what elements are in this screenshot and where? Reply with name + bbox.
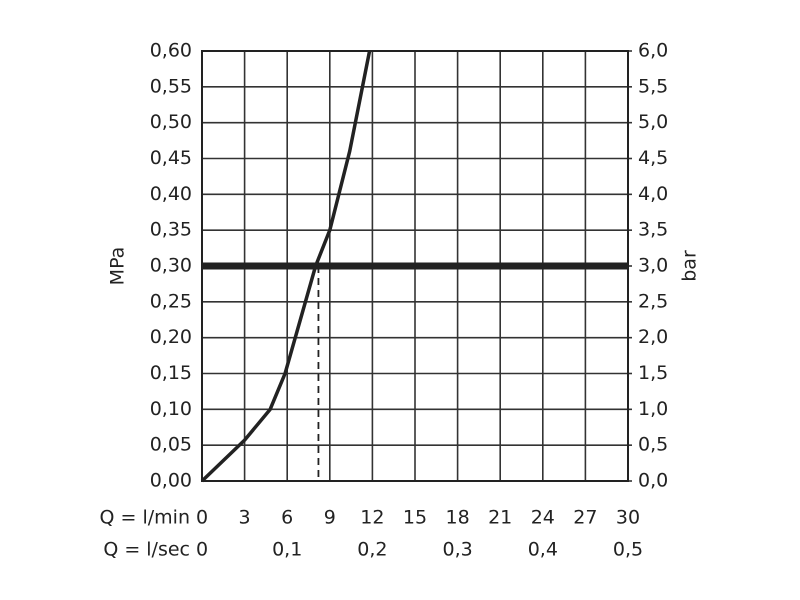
x-tick-label: 3 — [239, 507, 251, 529]
y2-tick-label: 4,5 — [638, 147, 668, 169]
x-tick-label: 24 — [531, 507, 555, 529]
x2-tick-label: 0,2 — [357, 539, 387, 561]
x-tick-label: 18 — [446, 507, 470, 529]
y-tick-label: 0,55 — [150, 75, 192, 97]
x2-tick-label: 0,1 — [272, 539, 302, 561]
y2-tick-label: 5,5 — [638, 75, 668, 97]
x-tick-label: 15 — [403, 507, 427, 529]
y2-axis-label: bar — [679, 250, 701, 282]
x-tick-label: 12 — [360, 507, 384, 529]
y-tick-label: 0,40 — [150, 183, 192, 205]
y-tick-label: 0,15 — [150, 362, 192, 384]
y2-tick-label: 6,0 — [638, 40, 668, 62]
x2-tick-label: 0 — [196, 539, 208, 561]
y-axis-label: MPa — [107, 247, 129, 286]
x-tick-label: 9 — [324, 507, 336, 529]
y2-tick-label: 0,5 — [638, 434, 668, 456]
y-tick-label: 0,10 — [150, 398, 192, 420]
y-tick-label: 0,50 — [150, 111, 192, 133]
x-tick-label: 0 — [196, 507, 208, 529]
y-tick-label: 0,35 — [150, 219, 192, 241]
y2-tick-label: 2,0 — [638, 326, 668, 348]
y2-tick-label: 4,0 — [638, 183, 668, 205]
y2-tick-label: 1,5 — [638, 362, 668, 384]
y-tick-label: 0,00 — [150, 470, 192, 492]
x2-tick-label: 0,5 — [613, 539, 643, 561]
x-tick-label: 21 — [488, 507, 512, 529]
y-tick-label: 0,20 — [150, 326, 192, 348]
x2-axis-label: Q = l/sec — [103, 539, 190, 561]
y2-tick-label: 3,0 — [638, 255, 668, 277]
flow-curve — [200, 50, 372, 483]
y2-tick-label: 0,0 — [638, 470, 668, 492]
y-tick-label: 0,60 — [150, 40, 192, 62]
x-tick-label: 30 — [616, 507, 640, 529]
y-tick-label: 0,45 — [150, 147, 192, 169]
x-axis-label: Q = l/min — [100, 507, 190, 529]
x-tick-label: 27 — [573, 507, 597, 529]
x-tick-label: 6 — [281, 507, 293, 529]
y2-tick-label: 1,0 — [638, 398, 668, 420]
y2-tick-label: 3,5 — [638, 219, 668, 241]
x2-tick-label: 0,4 — [528, 539, 558, 561]
y-tick-label: 0,05 — [150, 434, 192, 456]
x2-tick-label: 0,3 — [442, 539, 472, 561]
y-tick-label: 0,25 — [150, 290, 192, 312]
y2-tick-label: 2,5 — [638, 290, 668, 312]
y2-tick-label: 5,0 — [638, 111, 668, 133]
y-tick-label: 0,30 — [150, 255, 192, 277]
